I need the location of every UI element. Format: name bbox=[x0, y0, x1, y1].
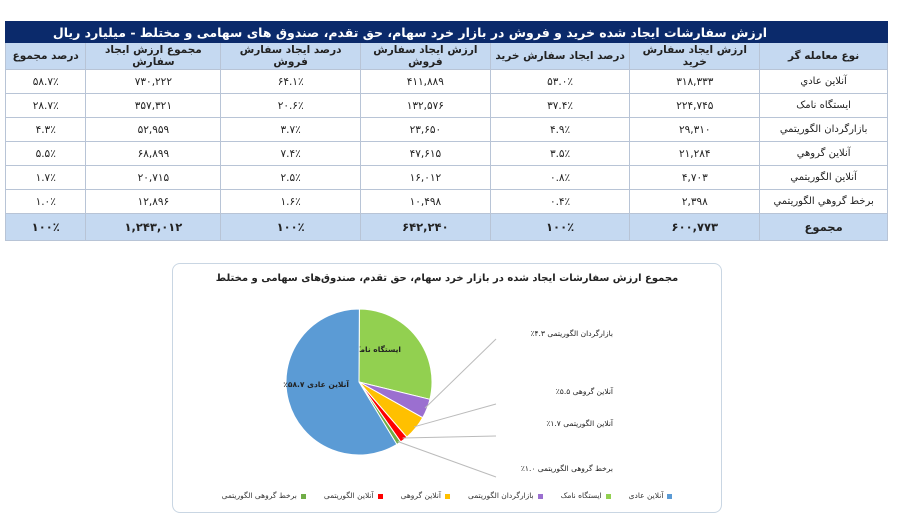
value-cell: ۷.۴٪ bbox=[220, 141, 361, 166]
legend-item: آنلاین الگوریتمی bbox=[324, 491, 383, 500]
value-cell: ۳.۷٪ bbox=[220, 117, 361, 142]
total-row: مجموع ۶۰۰,۷۷۳ ۱۰۰٪ ۶۴۲,۲۴۰ ۱۰۰٪ ۱,۲۴۳,۰۱۲ ۱۰۰٪ bbox=[4, 213, 888, 241]
legend-label: برخط گروهی الگوریتمی bbox=[221, 491, 297, 500]
slice-label: بازارگردان الگوریتمی ۴.۳٪ bbox=[530, 329, 613, 338]
value-cell: ۷۳۰,۲۲۲ bbox=[85, 69, 222, 94]
total-cell: ۶۰۰,۷۷۳ bbox=[629, 213, 761, 241]
value-cell: ۴.۳٪ bbox=[4, 117, 87, 142]
value-cell: ۲۳,۶۵۰ bbox=[359, 117, 491, 142]
pie-slice bbox=[285, 308, 398, 456]
legend-item: آنلاین گروهی bbox=[401, 491, 450, 500]
value-cell: ۲۱,۲۸۴ bbox=[629, 141, 761, 166]
value-cell: ۰.۸٪ bbox=[489, 165, 631, 190]
column-header: ارزش ایجاد سفارش فروش bbox=[359, 42, 491, 70]
value-cell: ۲,۳۹۸ bbox=[629, 189, 761, 214]
column-header: نوع معامله گر bbox=[759, 42, 888, 70]
table-row: آنلاین عادي ۳۱۸,۳۳۳ ۵۳.۰٪ ۴۱۱,۸۸۹ ۶۴.۱٪ ۷۳۰,۲… bbox=[4, 69, 888, 94]
chart-legend: آنلاین عادی ایستگاه نامک بازارگردان الگوری… bbox=[173, 491, 721, 500]
legend-swatch-icon bbox=[605, 493, 611, 499]
value-cell: ۶۴.۱٪ bbox=[220, 69, 361, 94]
value-cell: ۲۰.۶٪ bbox=[220, 93, 361, 118]
value-cell: ۲۲۴,۷۴۵ bbox=[629, 93, 761, 118]
value-cell: ۰.۴٪ bbox=[489, 189, 631, 214]
value-cell: ۴۷,۶۱۵ bbox=[359, 141, 491, 166]
table-row: آنلاین الگوریتمي ۴,۷۰۳ ۰.۸٪ ۱۶,۰۱۲ ۲.۵٪ ۲۰,۷۱… bbox=[4, 165, 888, 190]
value-cell: ۲.۵٪ bbox=[220, 165, 361, 190]
value-cell: ۵۸.۷٪ bbox=[4, 69, 87, 94]
trader-type-cell: ایستگاه نامک bbox=[759, 93, 888, 118]
total-cell: ۱,۲۴۳,۰۱۲ bbox=[85, 213, 222, 241]
value-cell: ۲۹,۳۱۰ bbox=[629, 117, 761, 142]
table-row: ایستگاه نامک ۲۲۴,۷۴۵ ۳۷.۴٪ ۱۳۲,۵۷۶ ۲۰.۶٪ ۳۵۷,… bbox=[4, 93, 888, 118]
table-row: برخط گروهي الگوریتمي ۲,۳۹۸ ۰.۴٪ ۱۰,۴۹۸ ۱.۶٪ ۱… bbox=[4, 189, 888, 214]
value-cell: ۱۳۲,۵۷۶ bbox=[359, 93, 491, 118]
legend-label: آنلاین عادی bbox=[628, 491, 664, 500]
value-cell: ۳.۵٪ bbox=[489, 141, 631, 166]
trader-type-cell: آنلاین الگوریتمي bbox=[759, 165, 888, 190]
total-cell: ۶۴۲,۲۴۰ bbox=[359, 213, 491, 241]
value-cell: ۱.۰٪ bbox=[4, 189, 87, 214]
value-cell: ۴,۷۰۳ bbox=[629, 165, 761, 190]
value-cell: ۶۸,۸۹۹ bbox=[85, 141, 222, 166]
legend-label: ایستگاه نامک bbox=[560, 491, 602, 500]
legend-item: ایستگاه نامک bbox=[561, 491, 611, 500]
total-cell: ۱۰۰٪ bbox=[489, 213, 631, 241]
total-cell: مجموع bbox=[759, 213, 888, 241]
value-cell: ۱۰,۴۹۸ bbox=[359, 189, 491, 214]
pie-chart: ایستگاه نامک ۲۸.۷٪ بازارگردان الگوریتمی ۴… bbox=[283, 308, 614, 478]
leader-line bbox=[413, 403, 497, 428]
total-cell: ۱۰۰٪ bbox=[220, 213, 361, 241]
slice-label: ایستگاه نامک ۲۸.۷٪ bbox=[329, 345, 401, 354]
value-cell: ۵.۵٪ bbox=[4, 141, 87, 166]
slice-label: برخط گروهی الگوریتمی ۱.۰٪ bbox=[521, 464, 613, 473]
table-title: ارزش سفارشات ایجاد شده خرید و فروش در با… bbox=[5, 21, 888, 43]
value-cell: ۵۳.۰٪ bbox=[489, 69, 631, 94]
value-cell: ۱.۷٪ bbox=[4, 165, 87, 190]
legend-swatch-icon bbox=[667, 493, 673, 499]
legend-item: بازارگردان الگوریتمی bbox=[468, 491, 543, 500]
slice-label: آنلاین گروهی ۵.۵٪ bbox=[556, 386, 614, 396]
legend-label: آنلاین گروهی bbox=[400, 491, 441, 500]
value-cell: ۵۲,۹۵۹ bbox=[85, 117, 222, 142]
legend-swatch-icon bbox=[537, 493, 543, 499]
slice-label: آنلاین عادی ۵۸.۷٪ bbox=[283, 379, 349, 389]
table-row: آنلاین گروهي ۲۱,۲۸۴ ۳.۵٪ ۴۷,۶۱۵ ۷.۴٪ ۶۸,۸۹۹ ۵.… bbox=[4, 141, 888, 166]
legend-swatch-icon bbox=[377, 493, 383, 499]
legend-item: آنلاین عادی bbox=[629, 491, 673, 500]
legend-item: برخط گروهی الگوریتمی bbox=[222, 491, 306, 500]
total-cell: ۱۰۰٪ bbox=[4, 213, 87, 241]
legend-swatch-icon bbox=[300, 493, 306, 499]
value-cell: ۲۰,۷۱۵ bbox=[85, 165, 222, 190]
legend-label: بازارگردان الگوریتمی bbox=[467, 491, 534, 500]
trader-type-cell: بازارگردان الگوریتمي bbox=[759, 117, 888, 142]
column-header: درصد مجموع bbox=[4, 42, 87, 70]
trader-type-cell: آنلاین گروهي bbox=[759, 141, 888, 166]
table-row: بازارگردان الگوریتمي ۲۹,۳۱۰ ۴.۹٪ ۲۳,۶۵۰ ۳.۷٪… bbox=[4, 117, 888, 142]
value-cell: ۱۲,۸۹۶ bbox=[85, 189, 222, 214]
column-header: درصد ایجاد سفارش خرید bbox=[489, 42, 631, 70]
value-cell: ۴.۹٪ bbox=[489, 117, 631, 142]
value-cell: ۱۶,۰۱۲ bbox=[359, 165, 491, 190]
value-cell: ۳۵۷,۳۲۱ bbox=[85, 93, 222, 118]
leader-line bbox=[397, 441, 497, 478]
trader-type-cell: برخط گروهي الگوریتمي bbox=[759, 189, 888, 214]
leader-line bbox=[424, 338, 497, 409]
trader-type-cell: آنلاین عادي bbox=[759, 69, 888, 94]
pie-slice bbox=[358, 308, 433, 400]
leader-line bbox=[402, 435, 497, 439]
column-header: درصد ایجاد سفارش فروش bbox=[220, 42, 361, 70]
value-cell: ۱.۶٪ bbox=[220, 189, 361, 214]
chart-title: مجموع ارزش سفارشات ایجاد شده در بازار خر… bbox=[215, 273, 679, 284]
legend-label: آنلاین الگوریتمی bbox=[323, 491, 374, 500]
slice-label: آنلاین الگوریتمی ۱.۷٪ bbox=[546, 418, 614, 428]
legend-swatch-icon bbox=[444, 493, 450, 499]
value-cell: ۴۱۱,۸۸۹ bbox=[359, 69, 491, 94]
orders-table: ارزش سفارشات ایجاد شده خرید و فروش در با… bbox=[4, 21, 888, 241]
value-cell: ۲۸.۷٪ bbox=[4, 93, 87, 118]
column-header: مجموع ارزش ایجاد سفارش bbox=[85, 42, 222, 70]
value-cell: ۳۱۸,۳۳۳ bbox=[629, 69, 761, 94]
value-cell: ۳۷.۴٪ bbox=[489, 93, 631, 118]
pie-chart-panel: مجموع ارزش سفارشات ایجاد شده در بازار خر… bbox=[172, 263, 722, 513]
column-header: ارزش ایجاد سفارش خرید bbox=[629, 42, 761, 70]
